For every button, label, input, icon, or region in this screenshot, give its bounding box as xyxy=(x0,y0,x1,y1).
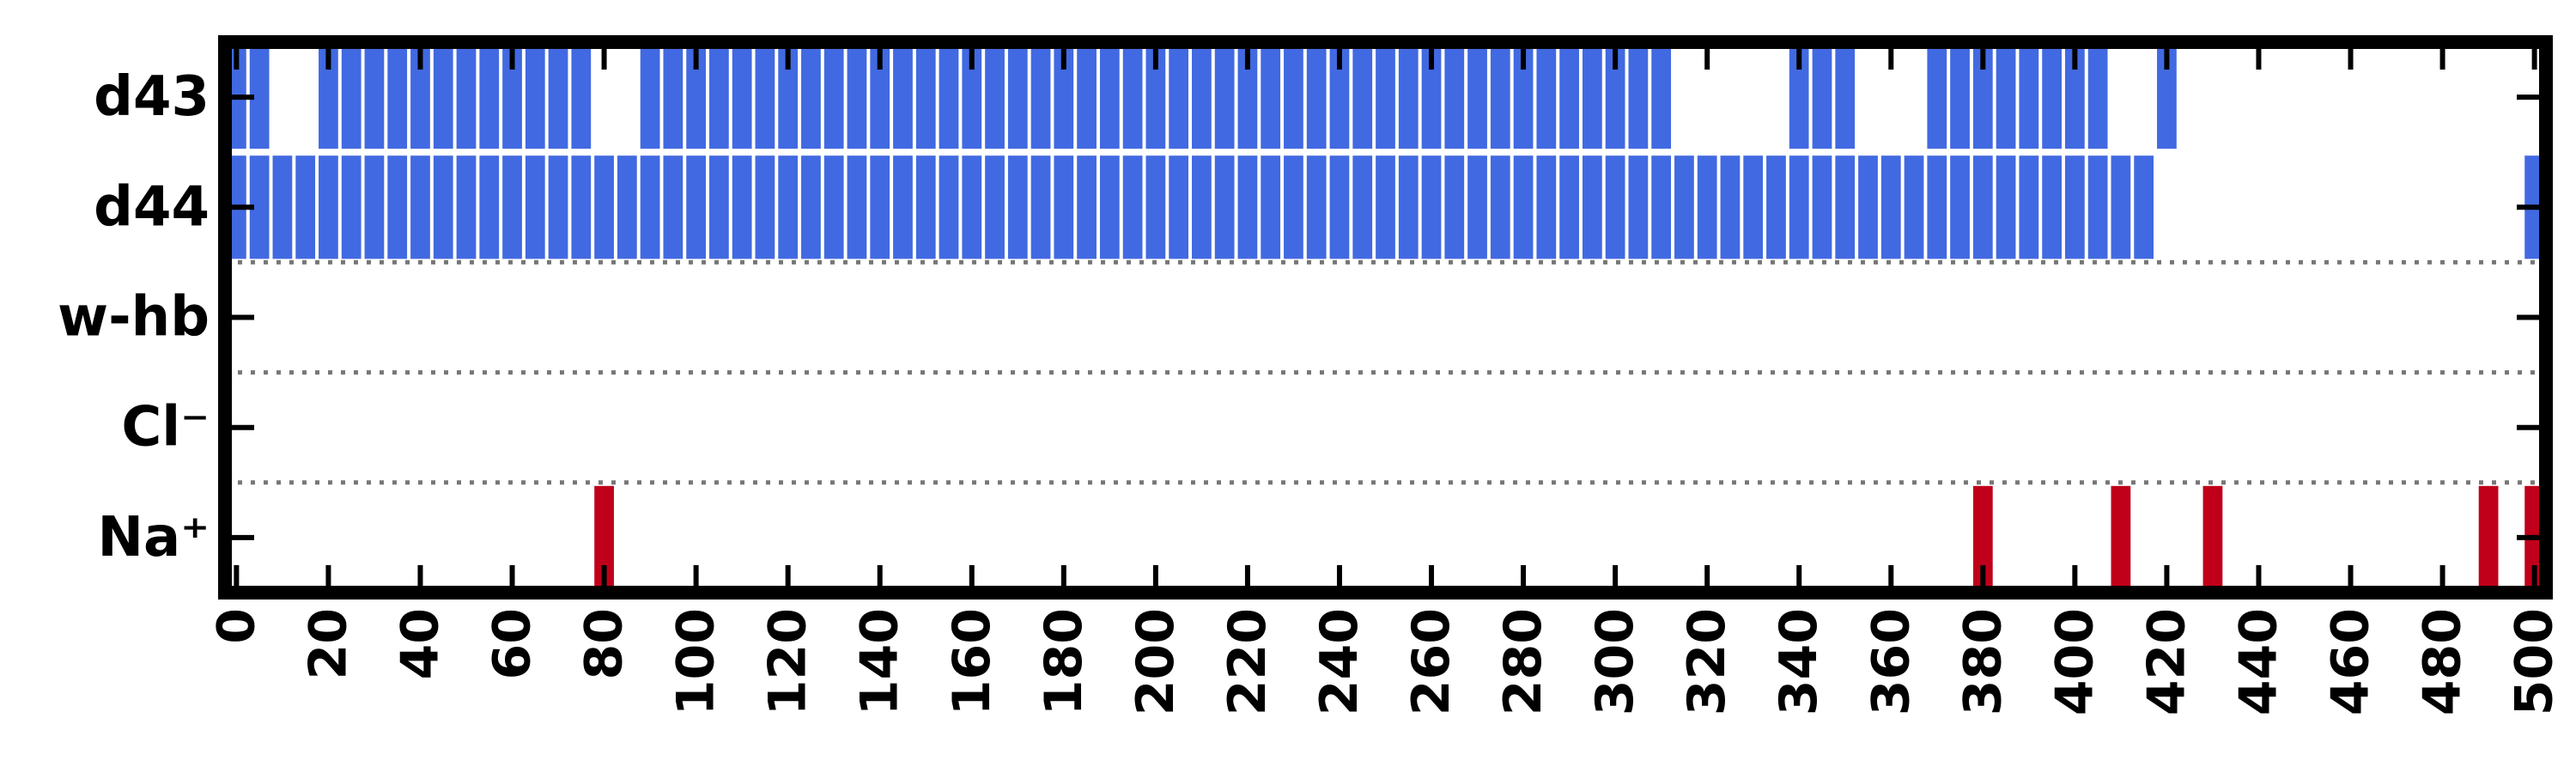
x-tick-label: 100 xyxy=(666,608,726,715)
x-tick-label: 220 xyxy=(1218,608,1278,715)
y-tick-label: d44 xyxy=(94,175,210,239)
x-tick-label: 60 xyxy=(483,608,543,680)
x-tick-label: 380 xyxy=(1953,608,2013,715)
x-tick-label: 280 xyxy=(1493,608,1553,715)
y-tick-label: Cl⁻ xyxy=(121,396,210,460)
x-tick-label: 80 xyxy=(574,608,635,680)
data-block-Na-430 xyxy=(2199,482,2227,593)
x-tick-label: 0 xyxy=(206,608,266,644)
x-tick-label: 400 xyxy=(2044,608,2105,715)
x-tick-label: 320 xyxy=(1677,608,1737,715)
x-tick-label: 200 xyxy=(1126,608,1186,715)
y-tick-label: d43 xyxy=(94,65,210,129)
data-block-Na-380 xyxy=(1969,482,1996,593)
x-tick-label: 440 xyxy=(2228,608,2288,715)
x-tick-label: 300 xyxy=(1585,608,1645,715)
x-tick-label: 120 xyxy=(758,608,818,715)
x-tick-label: 20 xyxy=(298,608,358,680)
x-tick-label: 240 xyxy=(1309,608,1370,715)
data-blocks xyxy=(223,42,2548,593)
x-tick-label: 140 xyxy=(850,608,910,715)
x-tick-label: 40 xyxy=(390,608,450,680)
data-block-Na-490 xyxy=(2475,482,2502,593)
x-tick-label: 340 xyxy=(1769,608,1829,715)
data-block-Na-410 xyxy=(2107,482,2135,593)
x-tick-label: 420 xyxy=(2136,608,2196,715)
x-tick-label: 500 xyxy=(2505,608,2565,715)
x-tick-label: 180 xyxy=(1034,608,1094,715)
y-tick-label: Na⁺ xyxy=(97,506,210,569)
x-tick-label: 160 xyxy=(942,608,1002,715)
x-tick-label: 460 xyxy=(2321,608,2381,715)
y-tick-label: w-hb xyxy=(58,286,210,350)
x-tick-label: 360 xyxy=(1861,608,1921,715)
x-tick-label: 260 xyxy=(1401,608,1461,715)
x-tick-label: 480 xyxy=(2413,608,2473,715)
